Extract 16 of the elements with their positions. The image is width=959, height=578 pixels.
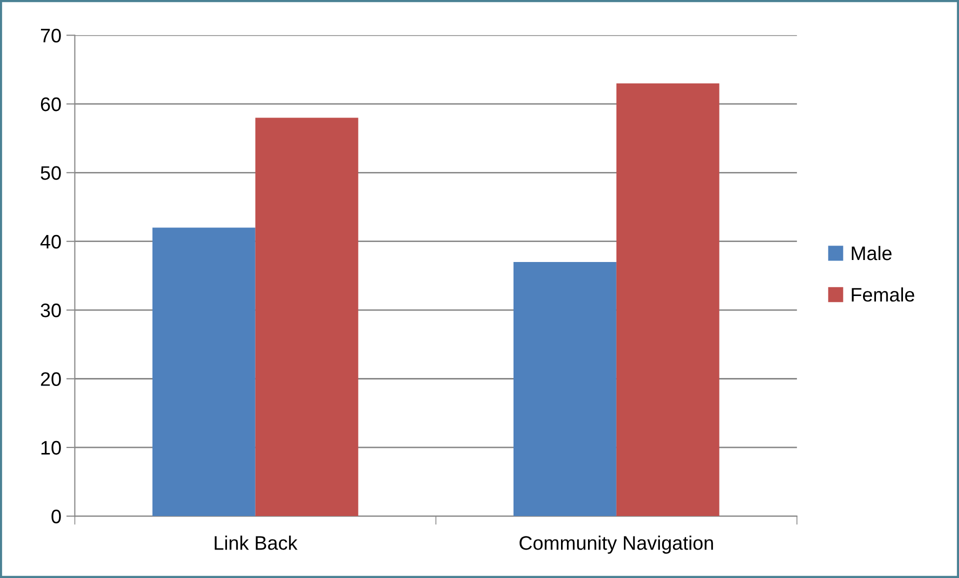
x-tick-label: Link Back — [214, 536, 298, 550]
legend-label: Male — [852, 246, 892, 260]
y-tick-label: 0 — [52, 510, 61, 524]
y-tick-label: 70 — [40, 28, 61, 42]
legend-label: Female — [852, 287, 914, 302]
x-tick-label: Community Navigation — [520, 536, 713, 554]
y-tick-label: 30 — [40, 304, 61, 318]
bar — [513, 262, 616, 516]
y-tick-label: 40 — [40, 234, 61, 249]
bar — [616, 83, 720, 516]
y-tick-label: 10 — [41, 440, 61, 455]
y-tick-label: 60 — [40, 97, 61, 112]
bar — [255, 118, 358, 516]
y-tick-label: 20 — [40, 372, 61, 386]
bar — [152, 228, 256, 516]
y-tick-label: 50 — [40, 166, 61, 180]
